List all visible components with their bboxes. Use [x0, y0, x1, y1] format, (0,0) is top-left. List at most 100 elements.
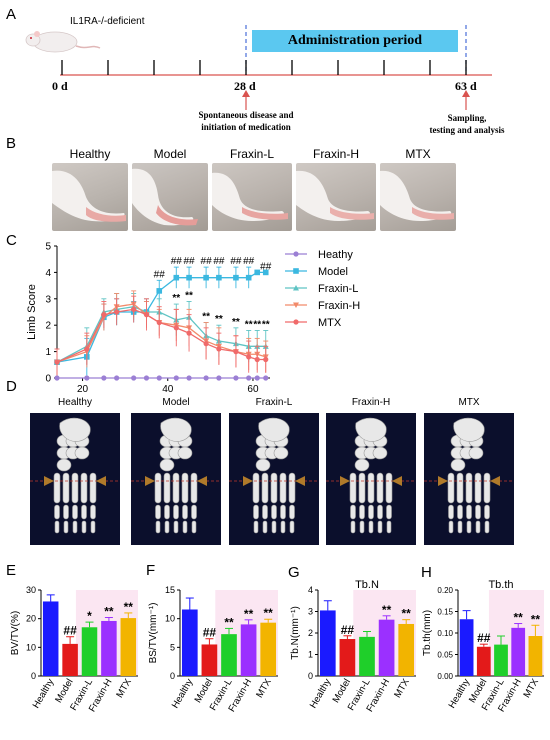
data-point: [254, 269, 261, 276]
significance-label: ##: [154, 269, 166, 280]
bar: [319, 610, 336, 676]
bar: [359, 636, 375, 676]
data-point: [54, 359, 60, 365]
significance-label: ##: [171, 256, 183, 267]
category-label: MTX: [254, 676, 274, 699]
note-28d-line2: initiation of medication: [201, 122, 291, 132]
day-28-label: 28 d: [234, 79, 256, 93]
significance-label: ##: [341, 623, 355, 637]
significance-label: **: [382, 603, 392, 617]
category-label: Healthy: [447, 677, 473, 711]
data-point: [263, 356, 269, 363]
day-63-label: 63 d: [455, 79, 477, 93]
significance-label: ##: [203, 626, 217, 640]
data-point: [203, 274, 209, 281]
arrow-28d-icon: [242, 90, 250, 110]
microct-image-fraxin-l: [229, 413, 319, 545]
panel-label-a: A: [6, 6, 17, 23]
significance-label: ##: [183, 256, 195, 267]
limb-score-chart: 012345204060DaysLimb Score##############…: [26, 242, 360, 396]
data-point: [233, 274, 239, 281]
significance-label: **: [104, 605, 114, 619]
bar: [240, 624, 257, 676]
y-axis-label: Limb Score: [26, 284, 38, 340]
y-tick-label: 4: [308, 585, 313, 595]
y-axis-label: Tb.th(mm): [422, 610, 433, 656]
microct-image-mtx: [424, 413, 514, 545]
data-point: [156, 319, 162, 326]
legend-entry: MTX: [285, 317, 342, 329]
bar: [101, 620, 117, 676]
y-tick-label: 10: [26, 642, 36, 652]
tbth-bar-chart: 0.00 0.05 0.10 0.15 0.20 Tb.th(mm) Tb.th Health…: [422, 579, 544, 714]
ct-title-fraxin-l: Fraxin-L: [255, 397, 293, 408]
data-point: [114, 309, 120, 315]
data-point: [143, 375, 150, 381]
legend-label: Fraxin-H: [318, 300, 360, 312]
note-63d-line2: testing and analysis: [429, 125, 505, 135]
microct-image-healthy: [30, 413, 120, 545]
significance-label: **: [262, 319, 270, 330]
data-point: [245, 274, 252, 281]
bar: [476, 646, 491, 676]
bar: [181, 609, 198, 676]
bar: [378, 619, 395, 676]
y-axis-label: BV/TV(%): [10, 611, 21, 655]
significance-label: **: [172, 293, 180, 304]
bar: [494, 644, 508, 676]
data-point: [293, 285, 299, 291]
legend-label: Model: [318, 266, 348, 278]
y-tick-label: 1: [308, 650, 313, 660]
y-tick-label: 2: [308, 628, 313, 638]
y-tick-label: 0: [45, 374, 51, 385]
significance-label: **: [215, 314, 223, 325]
data-point: [114, 375, 120, 381]
significance-label: ##: [243, 256, 255, 267]
paw-photo-model: [132, 163, 208, 231]
photo-title-fraxin-h: Fraxin-H: [312, 147, 359, 161]
category-label: MTX: [392, 676, 412, 699]
y-tick-label: 3: [308, 607, 313, 617]
category-label: Healthy: [31, 677, 57, 711]
panel-label-b: B: [6, 135, 17, 152]
bar: [42, 601, 59, 676]
chart-title: Tb.th: [488, 579, 513, 591]
paw-photo-fraxin-l: [212, 163, 292, 231]
y-tick-label: 3: [45, 294, 51, 305]
y-tick-label: 0: [308, 671, 313, 681]
significance-label: **: [253, 319, 261, 330]
photo-title-model: Model: [153, 147, 187, 161]
data-point: [131, 306, 137, 312]
series-heathy: [54, 375, 269, 381]
data-point: [186, 375, 192, 381]
legend-entry: Heathy: [285, 249, 353, 261]
data-point: [173, 274, 180, 281]
panel-label-g: G: [288, 564, 300, 581]
data-point: [254, 375, 260, 381]
panel-label-h: H: [421, 564, 432, 581]
data-point: [186, 330, 192, 336]
data-point: [84, 346, 90, 352]
administration-period-box: [252, 30, 458, 52]
x-tick-label: 20: [77, 384, 89, 395]
legend-label: Heathy: [318, 249, 353, 261]
bar: [62, 643, 78, 676]
y-tick-label: 0.05: [437, 651, 453, 660]
significance-label: ##: [213, 256, 225, 267]
y-tick-label: 20: [26, 614, 36, 624]
administration-period-label: Administration period: [287, 33, 423, 48]
data-point: [233, 349, 239, 355]
bvtv-bar-chart: 0102030BV/TV(%)Healthy##Model*Fraxin-L**…: [10, 585, 138, 714]
significance-label: **: [244, 607, 254, 621]
y-tick-label: 2: [45, 321, 51, 332]
paw-photo-healthy: [52, 163, 128, 231]
data-point: [216, 346, 222, 352]
bar: [81, 627, 98, 676]
significance-label: **: [202, 312, 210, 323]
legend-entry: Model: [285, 266, 348, 278]
y-tick-label: 0.15: [437, 608, 453, 617]
significance-label: **: [245, 319, 253, 330]
data-point: [156, 375, 162, 381]
data-point: [101, 312, 107, 318]
series-mtx: [54, 295, 269, 376]
